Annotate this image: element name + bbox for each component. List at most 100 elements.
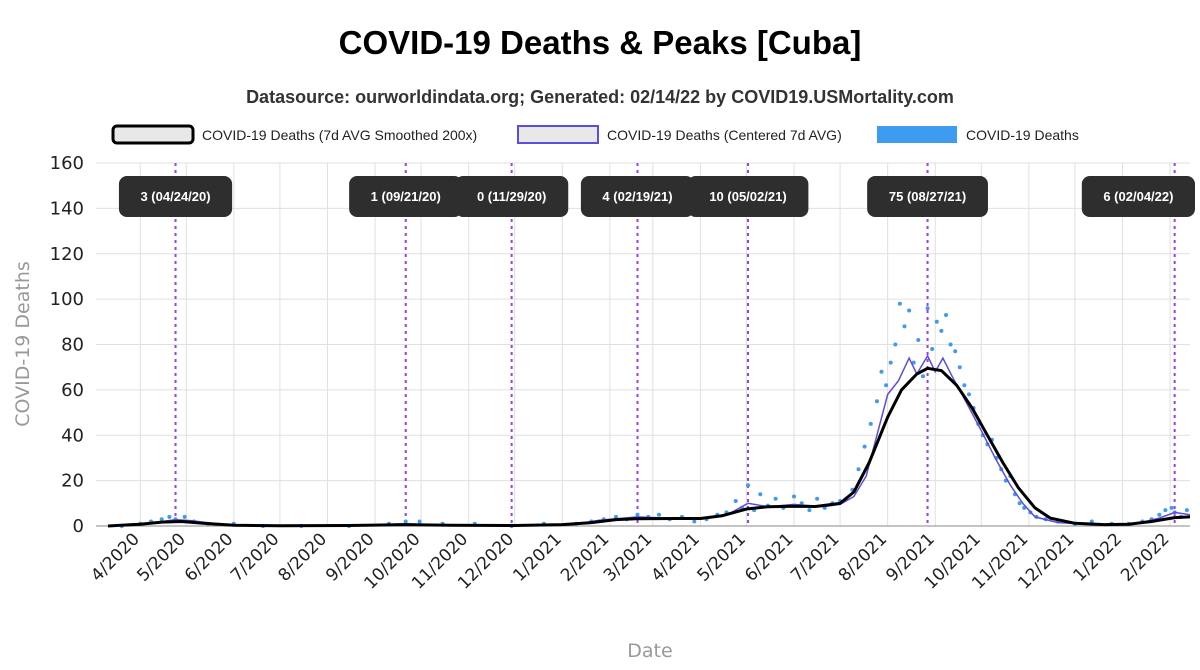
daily-death-point	[934, 319, 939, 324]
legend-swatch-daily	[877, 126, 957, 143]
daily-death-point	[182, 514, 187, 519]
peak-label-box	[455, 176, 569, 217]
peak-label-box	[687, 176, 809, 217]
daily-death-point	[1089, 519, 1094, 524]
y-tick-label: 100	[50, 289, 84, 310]
daily-death-point	[746, 483, 750, 488]
x-tick-label: 5/2021	[694, 529, 750, 585]
daily-death-point	[907, 308, 912, 313]
peak-label-text: 4 (02/19/21)	[602, 189, 672, 204]
x-tick-label: 8/2021	[835, 529, 891, 585]
peak-label-box	[349, 176, 463, 217]
daily-death-point	[962, 383, 967, 388]
daily-death-point	[417, 519, 422, 524]
x-tick-label: 1/2022	[1070, 529, 1126, 585]
peak-label: 3 (04/24/20)	[118, 176, 233, 217]
x-tick-label: 7/2021	[787, 529, 843, 585]
daily-death-point	[888, 360, 893, 365]
y-axis: 0 20 40 60 80 100 120 140 160	[50, 153, 84, 537]
y-tick-label: 120	[50, 244, 84, 265]
daily-death-point	[1157, 512, 1162, 517]
daily-death-point	[916, 338, 921, 342]
daily-death-point	[792, 494, 796, 499]
daily-death-point	[897, 301, 902, 306]
x-tick-label: 7/2020	[227, 529, 283, 585]
legend-swatch-smoothed	[111, 124, 195, 145]
daily-death-point	[925, 306, 930, 311]
daily-death-point	[911, 360, 916, 365]
daily-death-point	[884, 383, 889, 388]
daily-death-point	[1163, 508, 1168, 513]
daily-death-point	[862, 444, 867, 449]
peak-label-text: 10 (05/02/21)	[709, 189, 786, 204]
peak-label-text: 75 (08/27/21)	[889, 189, 966, 204]
smoothed-avg-line	[107, 366, 1191, 528]
peak-label-text: 3 (04/24/20)	[140, 189, 210, 204]
legend-item-smoothed: COVID-19 Deaths (7d AVG Smoothed 200x)	[111, 124, 477, 145]
y-tick-label: 140	[50, 198, 84, 219]
daily-death-point	[856, 467, 861, 472]
peak-label: 4 (02/19/21)	[580, 176, 695, 217]
legend-label-smoothed: COVID-19 Deaths (7d AVG Smoothed 200x)	[202, 127, 477, 143]
x-tick-label: 4/2020	[87, 529, 143, 585]
legend-label-daily: COVID-19 Deaths	[966, 127, 1079, 143]
chart-subtitle: Datasource: ourworldindata.org; Generate…	[246, 87, 954, 107]
grid-lines	[96, 162, 1190, 527]
daily-death-point	[692, 519, 697, 524]
legend: COVID-19 Deaths (7d AVG Smoothed 200x) C…	[111, 124, 1079, 145]
legend-swatch-centered	[517, 125, 599, 144]
daily-death-point	[944, 313, 948, 317]
x-tick-label: 4/2021	[648, 529, 704, 585]
peak-label: 6 (02/04/22)	[1081, 176, 1195, 217]
daily-death-point	[948, 342, 953, 347]
chart-title: COVID-19 Deaths & Peaks [Cuba]	[339, 24, 862, 61]
daily-death-point	[1169, 505, 1174, 510]
daily-death-point	[1017, 501, 1022, 506]
daily-death-point	[657, 512, 661, 517]
daily-death-point	[807, 508, 812, 513]
peak-label: 10 (05/02/21)	[687, 176, 809, 217]
x-tick-label: 2/2022	[1117, 529, 1173, 585]
daily-death-point	[733, 499, 738, 503]
x-tick-label: 6/2020	[181, 529, 237, 585]
daily-death-point	[758, 492, 763, 497]
daily-death-point	[1184, 508, 1189, 513]
x-tick-label: 5/2020	[133, 529, 189, 585]
daily-death-point	[930, 347, 935, 351]
y-tick-label: 80	[61, 335, 84, 356]
daily-death-point	[614, 514, 618, 519]
daily-death-point	[159, 517, 164, 522]
y-tick-label: 40	[61, 425, 84, 446]
x-tick-label: 3/2021	[600, 529, 656, 585]
x-tick-label: 1/2021	[509, 529, 565, 585]
daily-death-point	[879, 369, 884, 374]
daily-death-point	[773, 496, 778, 501]
peak-label: 0 (11/29/20)	[455, 176, 569, 217]
y-tick-label: 0	[73, 516, 84, 537]
peak-label-text: 6 (02/04/22)	[1103, 189, 1173, 204]
daily-death-point	[167, 514, 172, 519]
peak-labels: 3 (04/24/20) 1 (09/21/20) 0 (11/29/20) 4 (0…	[118, 176, 1195, 217]
legend-item-daily: COVID-19 Deaths	[877, 126, 1079, 143]
daily-death-point	[957, 365, 962, 370]
daily-death-point	[874, 399, 879, 404]
daily-death-point	[902, 324, 907, 329]
x-axis: 4/20205/20206/20207/20208/20209/202010/2…	[87, 529, 1173, 593]
daily-death-point	[921, 374, 925, 379]
x-tick-label: 8/2020	[275, 529, 331, 585]
y-tick-label: 20	[61, 471, 84, 492]
daily-death-point	[403, 519, 408, 524]
daily-death-point	[953, 349, 958, 354]
x-tick-label: 6/2021	[741, 529, 797, 585]
peak-lines	[174, 163, 1176, 526]
peak-label-box	[1081, 176, 1195, 217]
daily-death-point	[635, 512, 640, 517]
y-tick-label: 60	[61, 380, 84, 401]
peak-label: 75 (08/27/21)	[867, 176, 988, 217]
peak-label-text: 1 (09/21/20)	[371, 189, 441, 204]
x-axis-title: Date	[627, 640, 672, 662]
y-tick-label: 160	[50, 153, 84, 174]
legend-label-centered: COVID-19 Deaths (Centered 7d AVG)	[607, 127, 842, 143]
legend-item-centered: COVID-19 Deaths (Centered 7d AVG)	[517, 125, 842, 144]
